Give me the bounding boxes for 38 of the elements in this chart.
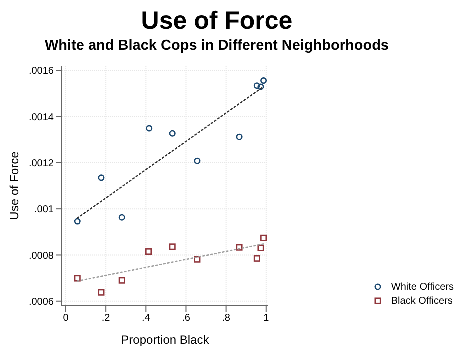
point: [98, 289, 105, 296]
legend-label: White Officers: [391, 282, 454, 292]
x-tick-label: 0: [63, 313, 70, 324]
point: [146, 125, 153, 132]
point: [236, 244, 243, 251]
point: [169, 244, 176, 250]
x-tick-label: .8: [222, 313, 231, 324]
point: [258, 84, 264, 90]
legend-label: Black Officers: [391, 296, 453, 306]
point: [118, 214, 126, 221]
y-tick-label: .001: [34, 204, 54, 216]
point: [260, 234, 268, 242]
y-tick-label: .0006: [28, 296, 54, 308]
point: [254, 82, 260, 90]
point: [260, 78, 268, 84]
point: [98, 174, 105, 182]
point: [146, 248, 152, 256]
point: [74, 275, 81, 282]
y-axis-title: Use of Force: [7, 151, 22, 220]
x-axis-title: Proportion Black: [121, 333, 210, 347]
x-tick-label: .6: [182, 313, 191, 324]
y-tick-label: .0012: [28, 158, 54, 170]
point: [258, 244, 264, 252]
y-tick-label: .0014: [28, 112, 54, 124]
x-tick-label: .4: [142, 313, 151, 324]
point: [74, 218, 81, 225]
x-tick-label: .2: [102, 313, 111, 324]
y-tick-label: .0016: [28, 66, 54, 78]
point: [169, 130, 176, 137]
x-tick-label: 1: [264, 313, 270, 324]
point: [118, 277, 126, 284]
chart-title: Use of Force: [140, 6, 294, 36]
point: [194, 256, 201, 263]
point: [194, 158, 201, 164]
point: [236, 134, 243, 140]
chart-subtitle: White and Black Cops in Different Neighborhoods: [44, 37, 390, 56]
point: [254, 255, 260, 262]
y-tick-label: .0008: [28, 250, 54, 262]
